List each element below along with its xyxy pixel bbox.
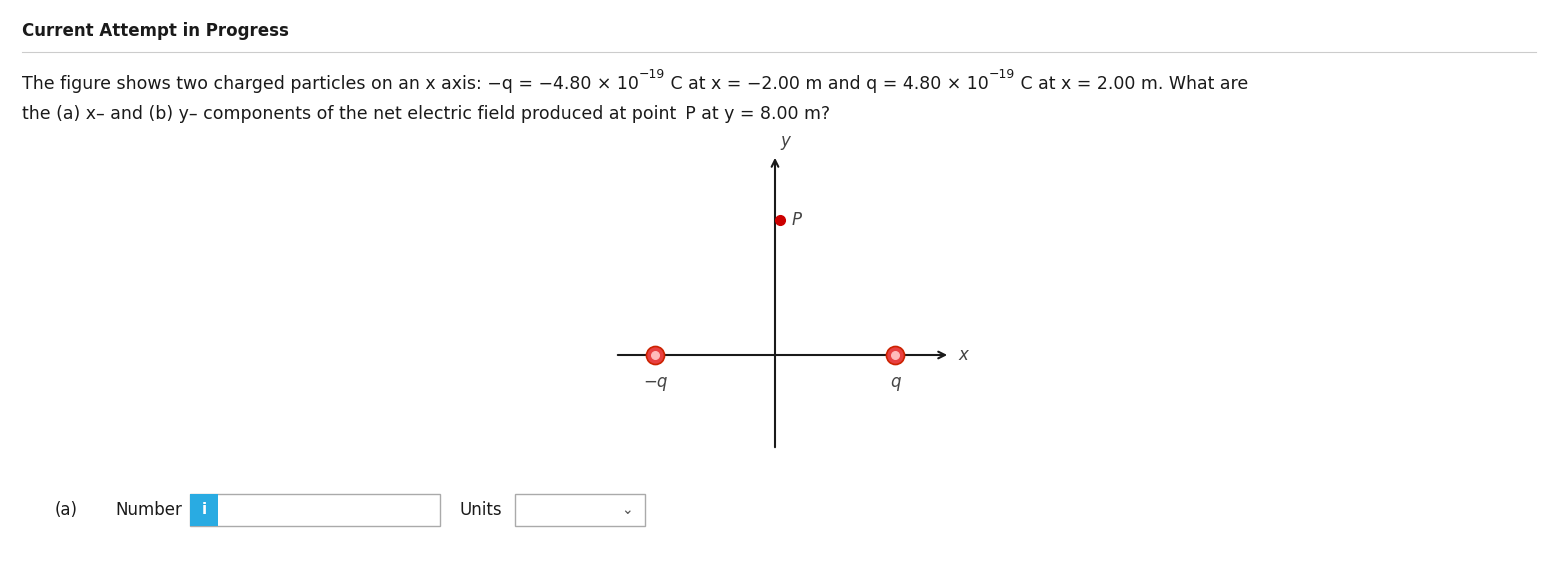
Text: Units: Units bbox=[460, 501, 503, 519]
Text: y: y bbox=[781, 132, 790, 150]
Text: Number: Number bbox=[115, 501, 182, 519]
Text: −19: −19 bbox=[989, 68, 1016, 81]
Text: The figure shows two charged particles on an x axis: −q = −4.80 × 10: The figure shows two charged particles o… bbox=[22, 75, 639, 93]
Text: x: x bbox=[958, 346, 968, 364]
Text: −19: −19 bbox=[639, 68, 665, 81]
Text: Current Attempt in Progress: Current Attempt in Progress bbox=[22, 22, 288, 40]
Bar bbox=[516, 494, 645, 526]
Text: (a): (a) bbox=[55, 501, 78, 519]
Text: i: i bbox=[201, 503, 207, 517]
Text: ⌄: ⌄ bbox=[622, 503, 633, 517]
Bar bbox=[190, 494, 218, 526]
Text: −q: −q bbox=[643, 373, 667, 391]
Text: C at x = 2.00 m. What are: C at x = 2.00 m. What are bbox=[1016, 75, 1248, 93]
Text: q: q bbox=[890, 373, 901, 391]
Bar bbox=[190, 494, 439, 526]
Text: the (a) x– and (b) y– components of the net electric field produced at point  P : the (a) x– and (b) y– components of the … bbox=[22, 105, 830, 123]
Text: P: P bbox=[791, 211, 802, 229]
Text: C at x = −2.00 m and q = 4.80 × 10: C at x = −2.00 m and q = 4.80 × 10 bbox=[665, 75, 989, 93]
